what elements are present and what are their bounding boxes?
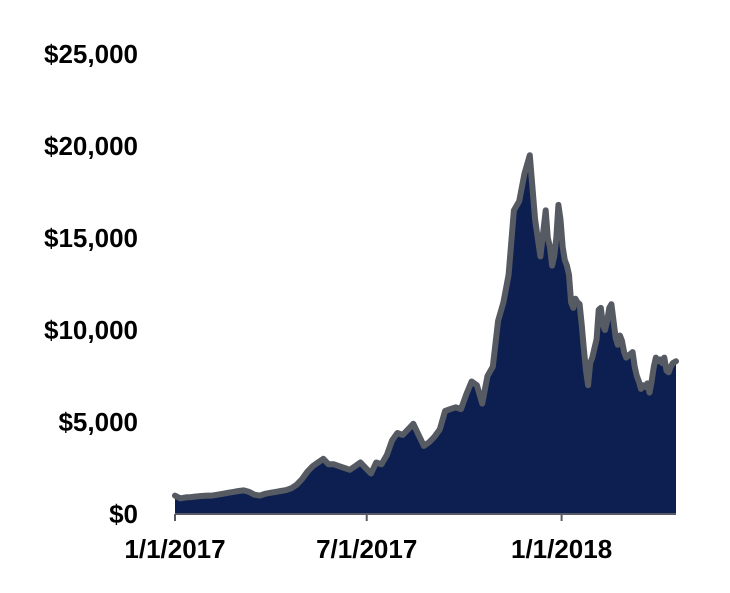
x-axis-ticks — [174, 514, 563, 521]
x-tick-label-2018-01: 1/1/2018 — [511, 534, 612, 564]
price-area-fill — [175, 155, 676, 514]
y-axis-tick-labels: $0 $5,000 $10,000 $15,000 $20,000 $25,00… — [44, 39, 138, 529]
x-tick-label-2017-01: 1/1/2017 — [124, 534, 225, 564]
x-tick-label-2017-07: 7/1/2017 — [316, 534, 417, 564]
y-tick-label-15000: $15,000 — [44, 223, 138, 253]
x-axis-tick-labels: 1/1/2017 7/1/2017 1/1/2018 — [124, 534, 612, 564]
axes — [174, 513, 676, 521]
y-tick-label-0: $0 — [109, 499, 138, 529]
y-tick-label-25000: $25,000 — [44, 39, 138, 69]
plot-area — [172, 152, 679, 514]
price-series-line — [172, 152, 679, 502]
y-tick-label-10000: $10,000 — [44, 315, 138, 345]
y-tick-label-20000: $20,000 — [44, 131, 138, 161]
y-tick-label-5000: $5,000 — [58, 407, 138, 437]
